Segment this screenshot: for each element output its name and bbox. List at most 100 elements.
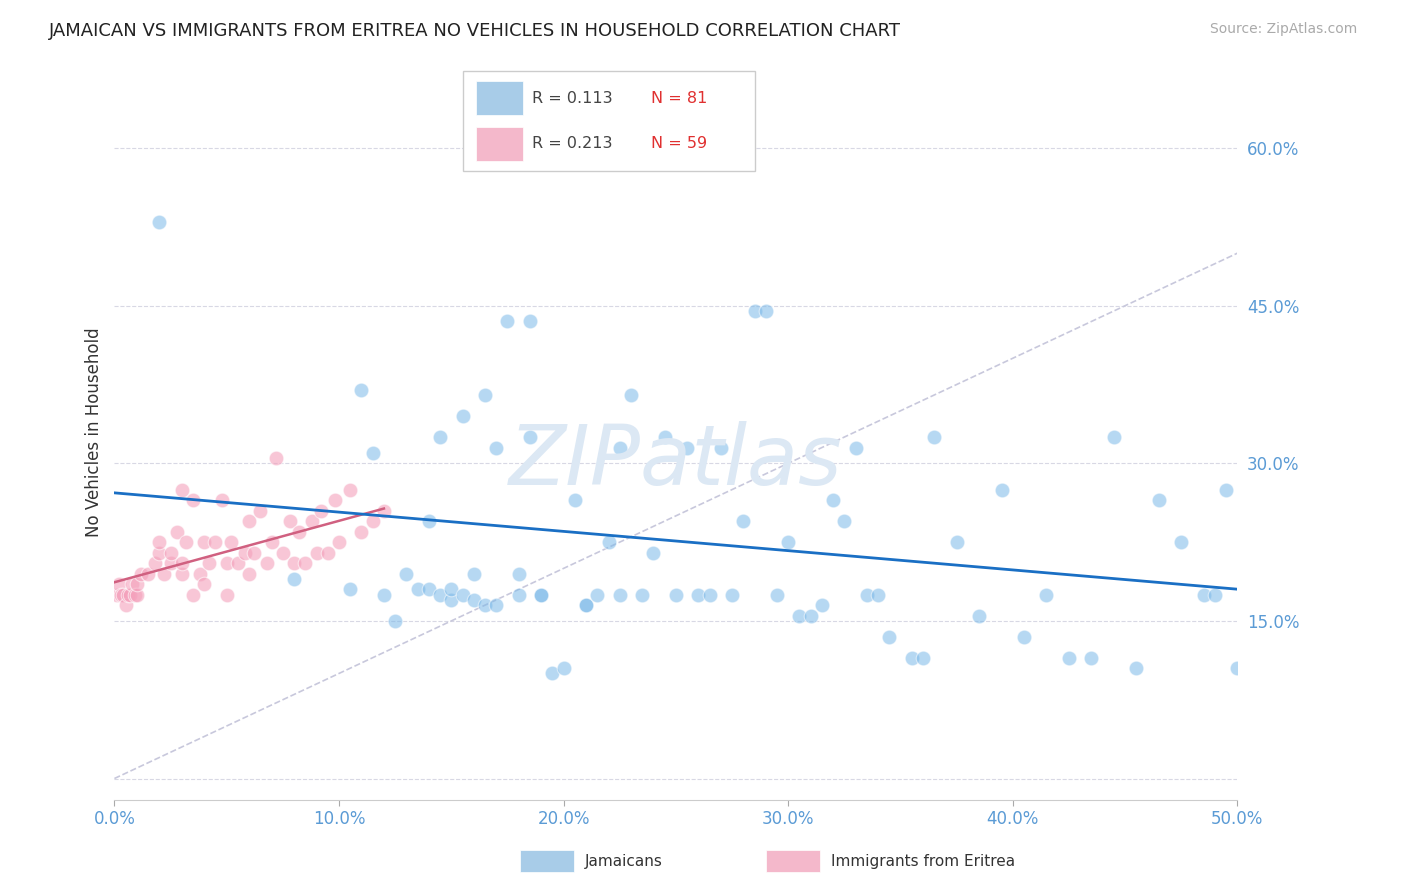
Point: [159, 546, 181, 560]
Point: [121, 577, 143, 591]
Point: [766, 588, 789, 602]
Point: [721, 588, 744, 602]
Point: [193, 535, 215, 549]
Point: [193, 577, 215, 591]
Point: [1012, 630, 1035, 644]
Point: [967, 608, 990, 623]
Point: [508, 566, 530, 581]
Point: [440, 593, 463, 607]
Point: [384, 614, 406, 628]
Point: [1080, 650, 1102, 665]
Point: [575, 598, 598, 612]
Point: [418, 514, 440, 528]
Point: [226, 556, 249, 570]
Point: [238, 566, 260, 581]
Point: [350, 383, 373, 397]
Point: [170, 566, 193, 581]
Point: [553, 661, 575, 675]
Point: [278, 514, 301, 528]
Point: [811, 598, 834, 612]
Point: [564, 493, 586, 508]
Text: ZIPatlas: ZIPatlas: [509, 421, 842, 501]
Point: [485, 598, 508, 612]
Point: [463, 593, 485, 607]
Point: [474, 388, 496, 402]
Point: [474, 598, 496, 612]
Point: [823, 493, 845, 508]
Point: [339, 582, 361, 597]
Point: [834, 514, 856, 528]
Point: [451, 588, 474, 602]
Point: [1035, 588, 1057, 602]
Y-axis label: No Vehicles in Household: No Vehicles in Household: [86, 327, 103, 537]
Point: [373, 503, 395, 517]
Point: [148, 214, 170, 228]
Point: [112, 588, 135, 602]
Point: [238, 514, 260, 528]
Point: [323, 493, 346, 508]
Point: [485, 441, 508, 455]
Point: [654, 430, 676, 444]
Point: [586, 588, 609, 602]
Point: [215, 556, 238, 570]
Point: [174, 535, 197, 549]
Point: [463, 566, 485, 581]
Point: [105, 588, 128, 602]
Point: [181, 493, 204, 508]
Point: [877, 630, 900, 644]
Point: [519, 430, 541, 444]
Point: [631, 588, 654, 602]
FancyBboxPatch shape: [463, 71, 755, 170]
Point: [256, 556, 278, 570]
Point: [159, 556, 181, 570]
Point: [530, 588, 553, 602]
Point: [283, 572, 305, 586]
Point: [541, 666, 564, 681]
Point: [328, 535, 350, 549]
Point: [429, 430, 451, 444]
Point: [233, 546, 256, 560]
Point: [264, 451, 287, 466]
Point: [429, 588, 451, 602]
Point: [125, 577, 148, 591]
Point: [990, 483, 1012, 497]
Point: [283, 556, 305, 570]
Point: [148, 546, 170, 560]
Point: [211, 493, 233, 508]
Point: [440, 582, 463, 597]
Point: [350, 524, 373, 539]
Point: [219, 535, 242, 549]
Text: Immigrants from Eritrea: Immigrants from Eritrea: [831, 854, 1015, 869]
Point: [249, 503, 271, 517]
Text: R = 0.113: R = 0.113: [531, 91, 613, 106]
Point: [1170, 535, 1192, 549]
Point: [197, 556, 219, 570]
Point: [575, 598, 598, 612]
Point: [676, 441, 699, 455]
Point: [1226, 661, 1249, 675]
Point: [1057, 650, 1080, 665]
Point: [789, 608, 811, 623]
Point: [1192, 588, 1215, 602]
Point: [117, 588, 139, 602]
Point: [496, 314, 519, 328]
Point: [361, 514, 384, 528]
Point: [922, 430, 945, 444]
Point: [114, 598, 136, 612]
Point: [609, 441, 631, 455]
Point: [215, 588, 238, 602]
Point: [778, 535, 800, 549]
Point: [710, 441, 733, 455]
Point: [287, 524, 309, 539]
Point: [395, 566, 418, 581]
Text: Jamaicans: Jamaicans: [585, 854, 662, 869]
Point: [1215, 483, 1237, 497]
Text: Source: ZipAtlas.com: Source: ZipAtlas.com: [1209, 22, 1357, 37]
Point: [845, 441, 868, 455]
Point: [361, 446, 384, 460]
Point: [166, 524, 188, 539]
Point: [733, 514, 755, 528]
Point: [271, 546, 294, 560]
Point: [148, 535, 170, 549]
Point: [309, 503, 332, 517]
